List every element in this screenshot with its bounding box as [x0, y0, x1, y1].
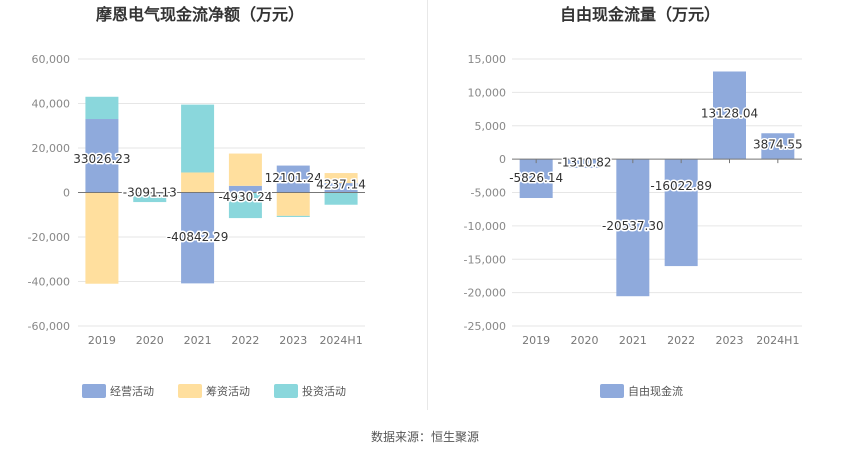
y-tick-label: 40,000	[32, 98, 71, 111]
y-tick-label: 5,000	[475, 120, 507, 133]
bar-segment	[133, 194, 167, 203]
bar	[616, 159, 650, 297]
x-tick-label: 2020	[136, 334, 164, 347]
bar-segment	[276, 165, 310, 193]
data-label: 4237.14	[316, 178, 366, 192]
bar-segment	[228, 153, 262, 186]
bar-segment	[85, 192, 119, 284]
data-label-halo: -1310.82	[558, 155, 612, 169]
data-label-halo: -3091.13	[123, 186, 177, 200]
bar-segment	[324, 192, 358, 205]
data-label: -40842.29	[167, 230, 229, 244]
x-tick-label: 2024H1	[319, 334, 362, 347]
x-tick-label: 2020	[571, 334, 599, 347]
bar-segment	[276, 215, 310, 217]
bar	[568, 159, 601, 168]
y-tick-label: -15,000	[464, 253, 506, 266]
data-label: -4930.24	[218, 190, 272, 204]
data-label: -5826.14	[509, 171, 563, 185]
y-tick-label: -20,000	[28, 231, 70, 244]
data-label-halo: 12101.24	[265, 171, 322, 185]
bar-segment	[181, 192, 215, 284]
chart-title-2: 自由现金流量（万元）	[560, 5, 720, 24]
y-tick-label: 20,000	[32, 142, 71, 155]
legend-swatch	[178, 384, 202, 398]
data-label-halo: 13128.04	[701, 107, 758, 121]
bar-segment	[181, 172, 215, 193]
y-tick-label: -10,000	[464, 220, 506, 233]
bar	[519, 159, 553, 199]
y-tick-label: -20,000	[464, 287, 506, 300]
data-label-halo: -5826.14	[509, 171, 563, 185]
bar	[664, 159, 698, 267]
data-label: -20537.30	[602, 219, 664, 233]
x-tick-label: 2021	[619, 334, 647, 347]
y-tick-label: 60,000	[32, 53, 71, 66]
data-label: 12101.24	[265, 171, 322, 185]
legend-swatch	[600, 384, 624, 398]
x-tick-label: 2024H1	[756, 334, 799, 347]
bar-segment	[228, 185, 262, 193]
data-label-halo: -4930.24	[218, 190, 272, 204]
data-label-halo: -16022.89	[650, 179, 712, 193]
x-tick-label: 2023	[716, 334, 744, 347]
bar	[761, 133, 795, 160]
x-tick-label: 2019	[88, 334, 116, 347]
y-tick-label: 10,000	[468, 86, 507, 99]
data-label: -3091.13	[123, 186, 177, 200]
bar-segment	[324, 173, 358, 184]
chart-title-1: 摩恩电气现金流净额（万元）	[96, 5, 304, 24]
bar-segment	[85, 119, 119, 193]
data-source-note: 数据来源：恒生聚源	[370, 430, 479, 444]
data-label: -16022.89	[650, 179, 712, 193]
y-tick-label: 0	[499, 153, 506, 166]
data-label-halo: 4237.14	[316, 178, 366, 192]
data-label: -1310.82	[558, 155, 612, 169]
bar-segment	[85, 96, 119, 120]
data-label-halo: 33026.23	[73, 152, 130, 166]
x-tick-label: 2021	[184, 334, 212, 347]
bar	[713, 71, 746, 160]
legend-swatch	[82, 384, 106, 398]
x-tick-label: 2019	[522, 334, 550, 347]
y-tick-label: -40,000	[28, 276, 70, 289]
legend-swatch	[274, 384, 298, 398]
data-label: 3874.55	[753, 137, 803, 151]
y-tick-label: -5,000	[471, 187, 506, 200]
bar-segment	[276, 192, 310, 216]
bar-segment	[324, 183, 358, 193]
data-label: 33026.23	[73, 152, 130, 166]
bar-segment	[228, 192, 262, 219]
bar-segment	[133, 193, 167, 195]
legend-label: 自由现金流	[628, 384, 683, 398]
x-tick-label: 2023	[279, 334, 307, 347]
y-tick-label: -25,000	[464, 320, 506, 333]
data-label: 13128.04	[701, 107, 758, 121]
legend-label: 经营活动	[110, 384, 154, 398]
y-tick-label: 15,000	[468, 53, 507, 66]
x-tick-label: 2022	[231, 334, 259, 347]
data-label-halo: -20537.30	[602, 219, 664, 233]
legend-label: 筹资活动	[206, 384, 250, 398]
bar-segment	[181, 104, 215, 173]
bar-segment	[133, 192, 167, 194]
data-label-halo: -40842.29	[167, 230, 229, 244]
data-label-halo: 3874.55	[753, 137, 803, 151]
y-tick-label: 0	[63, 187, 70, 200]
y-tick-label: -60,000	[28, 320, 70, 333]
legend-label: 投资活动	[302, 384, 346, 398]
x-tick-label: 2022	[667, 334, 695, 347]
panel-divider	[427, 0, 428, 410]
